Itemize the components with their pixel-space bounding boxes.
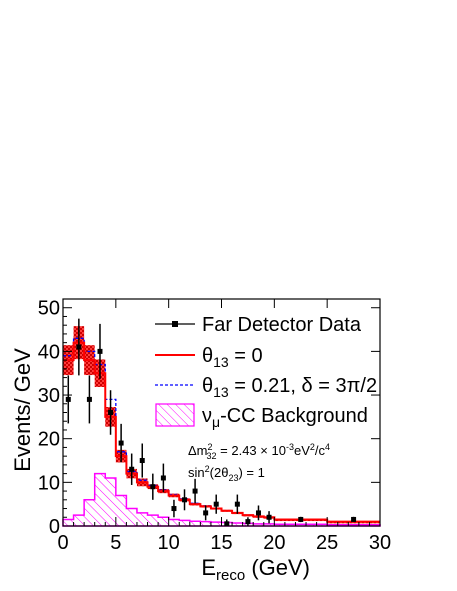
data-point	[118, 423, 124, 463]
data-point	[182, 489, 188, 511]
data-marker	[160, 475, 166, 481]
legend-entry-theta-zero: θ13 = 0	[155, 345, 263, 370]
y-tick-label: 10	[38, 472, 60, 494]
y-tick-label: 0	[49, 516, 60, 538]
x-tick-label: 5	[110, 532, 121, 554]
x-tick-label: 10	[158, 532, 180, 554]
data-marker	[86, 396, 92, 402]
x-tick-label: 15	[210, 532, 232, 554]
data-point	[203, 505, 209, 521]
data-point	[266, 511, 272, 524]
data-marker	[298, 516, 304, 522]
x-tick-label: 0	[57, 532, 68, 554]
annotation-dm2: Δm2 32 = 2.43 × 10-3eV2/c4	[188, 442, 330, 461]
legend-label-theta-nonzero: θ13 = 0.21, δ = 3π/2	[202, 375, 377, 400]
y-tick-label: 50	[38, 298, 60, 320]
data-point	[160, 463, 166, 493]
x-axis-title: Ereco (GeV)	[201, 555, 310, 584]
background-histogram	[62, 472, 381, 527]
data-marker	[266, 514, 272, 520]
data-marker	[65, 396, 71, 402]
data-point	[213, 494, 219, 514]
data-marker	[171, 506, 177, 512]
axes-layer: 0 5 10 15 20 25 30 0 10 20 30 40 50	[38, 298, 391, 554]
data-point	[171, 499, 177, 518]
data-marker	[118, 440, 124, 446]
prediction-lines-layer	[63, 337, 380, 523]
data-marker	[129, 466, 135, 472]
data-point	[139, 443, 145, 478]
data-marker	[245, 519, 251, 525]
data-marker	[76, 344, 82, 350]
legend-entry-data: Far Detector Data	[155, 314, 362, 336]
data-marker	[213, 501, 219, 507]
legend-label-background: νμ-CC Background	[202, 405, 368, 430]
data-point	[65, 375, 71, 424]
data-point	[76, 318, 82, 376]
data-marker	[97, 348, 103, 354]
legend-entry-theta-nonzero: θ13 = 0.21, δ = 3π/2	[155, 375, 377, 400]
data-marker	[182, 497, 188, 503]
data-marker	[139, 458, 145, 464]
background-histogram-layer	[62, 472, 381, 527]
data-point	[108, 390, 114, 435]
data-point	[255, 505, 261, 521]
x-tick-label: 20	[263, 532, 285, 554]
legend-label-theta-zero: θ13 = 0	[202, 345, 263, 370]
y-tick-label: 20	[38, 429, 60, 451]
y-tick-label: 30	[38, 385, 60, 407]
data-point	[298, 516, 304, 523]
data-point	[234, 494, 240, 514]
legend-entry-background: νμ-CC Background	[155, 403, 368, 430]
legend-label-data: Far Detector Data	[202, 314, 362, 336]
data-marker	[203, 510, 209, 516]
data-point	[86, 375, 92, 424]
legend: Far Detector Data θ13 = 0 θ13 = 0.21, δ …	[155, 314, 377, 430]
data-marker	[234, 501, 240, 507]
data-point	[97, 323, 103, 379]
data-points-layer	[65, 318, 357, 527]
data-point	[245, 517, 251, 526]
data-point	[192, 478, 198, 504]
data-point	[150, 473, 156, 500]
data-marker	[192, 488, 198, 494]
y-axis-title: Events/ GeV	[10, 348, 35, 472]
data-point	[129, 453, 135, 485]
theta-zero-line	[63, 341, 380, 523]
y-tick-label: 40	[38, 341, 60, 363]
x-tick-label: 30	[369, 532, 391, 554]
data-point	[224, 519, 230, 527]
data-marker	[351, 516, 357, 522]
data-point	[351, 516, 357, 523]
annotation-sin2: sin2(2θ23) = 1	[188, 464, 265, 483]
x-tick-label: 25	[316, 532, 338, 554]
data-marker	[150, 484, 156, 490]
data-marker	[224, 521, 230, 527]
data-marker	[108, 410, 114, 415]
data-marker	[255, 510, 261, 516]
